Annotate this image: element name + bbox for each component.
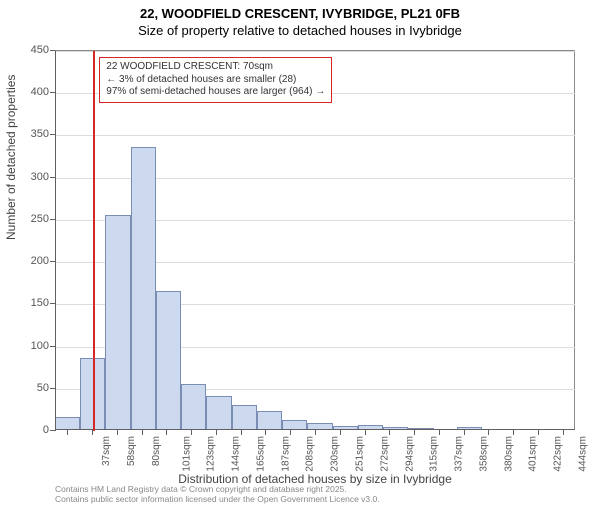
ytick-label: 0	[9, 424, 49, 436]
annotation-box: 22 WOODFIELD CRESCENT: 70sqm ← 3% of det…	[99, 57, 332, 103]
y-axis	[55, 51, 56, 431]
ytick-mark	[50, 177, 55, 178]
xtick-label: 101sqm	[181, 436, 192, 472]
ytick-mark	[50, 430, 55, 431]
xtick-label: 422sqm	[553, 436, 564, 472]
y-axis-label: Number of detached properties	[4, 75, 18, 240]
annotation-line-2: ← 3% of detached houses are smaller (28)	[106, 74, 325, 87]
ytick-label: 200	[9, 255, 49, 267]
histogram-bar	[181, 384, 206, 430]
xtick-mark	[439, 430, 440, 435]
annotation-line-3: 97% of semi-detached houses are larger (…	[106, 86, 325, 99]
xtick-label: 37sqm	[101, 436, 112, 466]
xtick-mark	[216, 430, 217, 435]
xtick-label: 58sqm	[126, 436, 137, 466]
xtick-label: 401sqm	[528, 436, 539, 472]
xtick-mark	[389, 430, 390, 435]
xtick-mark	[241, 430, 242, 435]
xtick-mark	[67, 430, 68, 435]
histogram-bar	[156, 291, 181, 430]
xtick-label: 337sqm	[454, 436, 465, 472]
ytick-mark	[50, 92, 55, 93]
footer-line-2: Contains public sector information licen…	[55, 494, 380, 504]
xtick-label: 187sqm	[280, 436, 291, 472]
xtick-label: 315sqm	[429, 436, 440, 472]
xtick-mark	[538, 430, 539, 435]
xtick-label: 272sqm	[379, 436, 390, 472]
ytick-mark	[50, 219, 55, 220]
reference-line	[93, 51, 95, 431]
ytick-mark	[50, 303, 55, 304]
histogram-bar	[206, 396, 231, 430]
histogram-bars	[55, 50, 575, 430]
xtick-label: 144sqm	[231, 436, 242, 472]
xtick-mark	[92, 430, 93, 435]
xtick-mark	[365, 430, 366, 435]
annotation-line-1: 22 WOODFIELD CRESCENT: 70sqm	[106, 61, 325, 74]
xtick-label: 358sqm	[478, 436, 489, 472]
xtick-mark	[191, 430, 192, 435]
xtick-label: 208sqm	[305, 436, 316, 472]
xtick-label: 294sqm	[404, 436, 415, 472]
xtick-mark	[414, 430, 415, 435]
xtick-mark	[513, 430, 514, 435]
xtick-mark	[315, 430, 316, 435]
xtick-mark	[166, 430, 167, 435]
footer-attribution: Contains HM Land Registry data © Crown c…	[55, 484, 380, 504]
ytick-mark	[50, 50, 55, 51]
chart-title-sub: Size of property relative to detached ho…	[0, 23, 600, 38]
xtick-label: 123sqm	[206, 436, 217, 472]
xtick-label: 80sqm	[151, 436, 162, 466]
xtick-mark	[464, 430, 465, 435]
ytick-label: 50	[9, 382, 49, 394]
xtick-label: 230sqm	[330, 436, 341, 472]
plot-area: 22 WOODFIELD CRESCENT: 70sqm ← 3% of det…	[55, 50, 575, 430]
histogram-bar	[105, 215, 130, 430]
ytick-mark	[50, 388, 55, 389]
ytick-label: 100	[9, 340, 49, 352]
ytick-mark	[50, 134, 55, 135]
xtick-label: 380sqm	[503, 436, 514, 472]
xtick-label: 444sqm	[577, 436, 588, 472]
histogram-bar	[232, 405, 257, 430]
xtick-label: 165sqm	[256, 436, 267, 472]
ytick-label: 150	[9, 297, 49, 309]
ytick-mark	[50, 261, 55, 262]
histogram-bar	[257, 411, 282, 430]
plot-container: 22 WOODFIELD CRESCENT: 70sqm ← 3% of det…	[55, 50, 575, 430]
xtick-label: 251sqm	[355, 436, 366, 472]
histogram-bar	[131, 147, 156, 430]
xtick-mark	[488, 430, 489, 435]
xtick-mark	[290, 430, 291, 435]
chart-title-main: 22, WOODFIELD CRESCENT, IVYBRIDGE, PL21 …	[0, 6, 600, 21]
xtick-mark	[340, 430, 341, 435]
xtick-mark	[265, 430, 266, 435]
ytick-label: 450	[9, 44, 49, 56]
xtick-mark	[117, 430, 118, 435]
footer-line-1: Contains HM Land Registry data © Crown c…	[55, 484, 380, 494]
xtick-mark	[563, 430, 564, 435]
ytick-mark	[50, 346, 55, 347]
xtick-mark	[142, 430, 143, 435]
